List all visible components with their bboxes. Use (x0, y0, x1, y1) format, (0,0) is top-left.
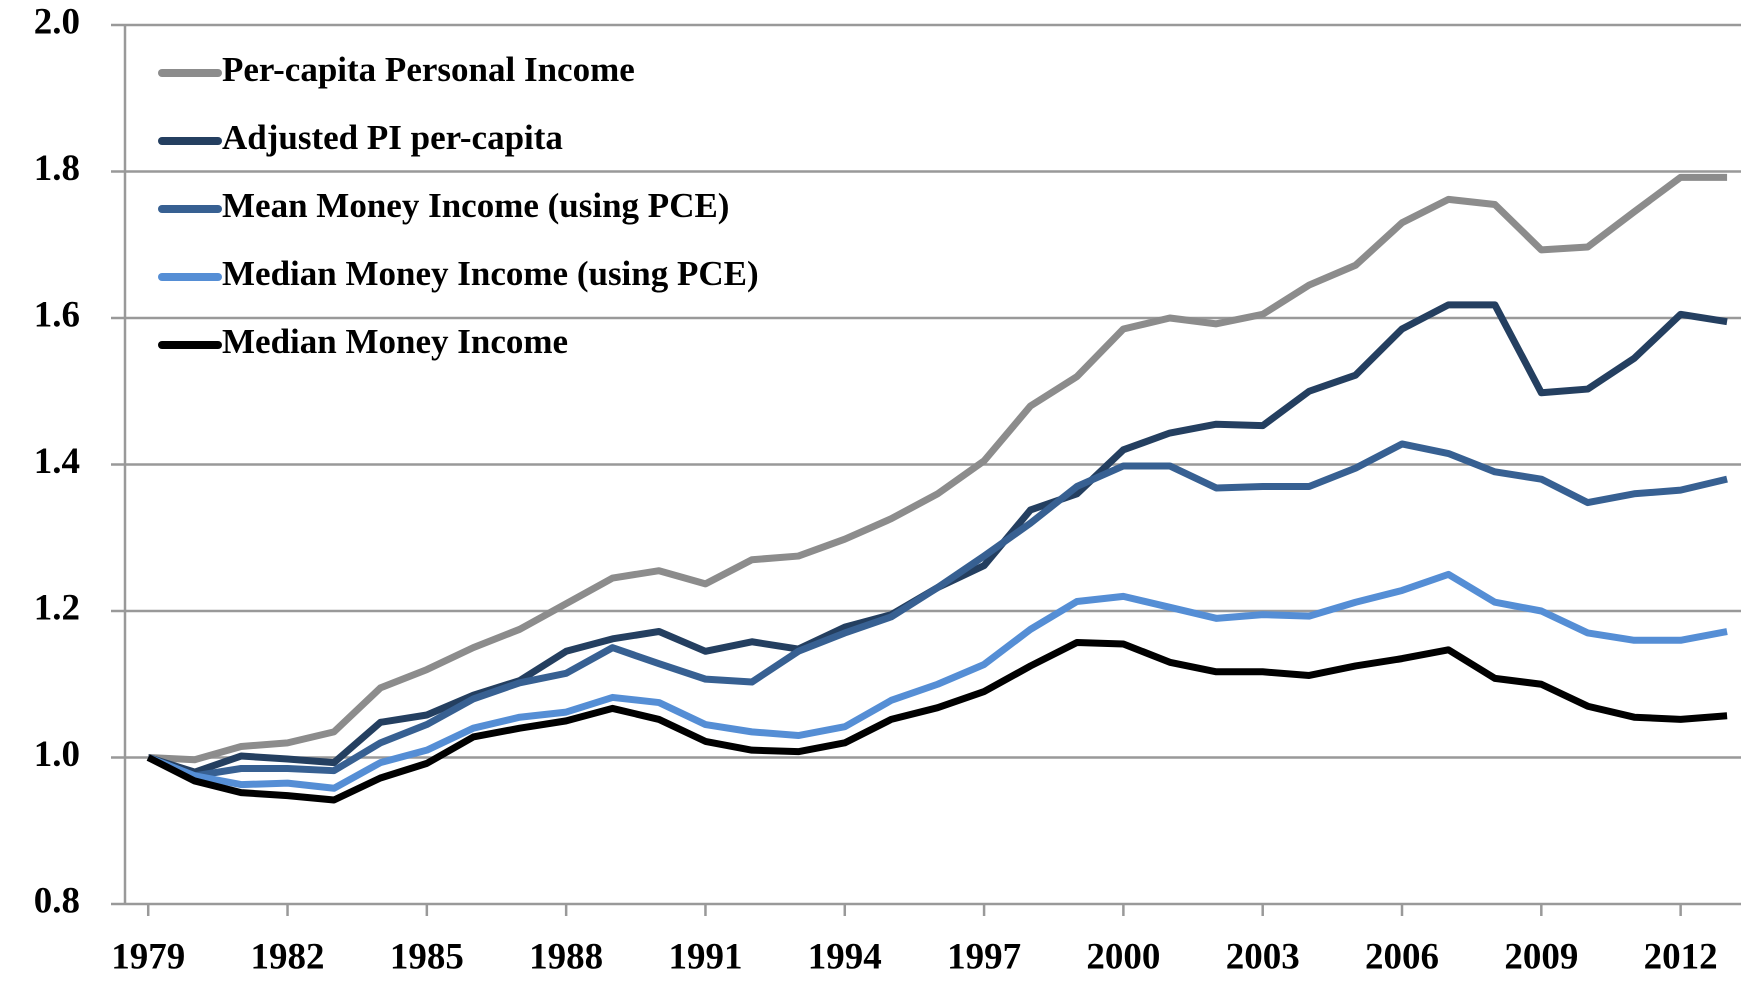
y-tick-label: 1.4 (34, 441, 80, 482)
legend-label: Per-capita Personal Income (222, 50, 635, 89)
series-line (146, 638, 1728, 804)
legend-label: Median Money Income (using PCE) (222, 254, 759, 293)
x-tick-label: 1988 (529, 936, 603, 977)
legend-label: Adjusted PI per-capita (222, 118, 563, 157)
legend-label: Mean Money Income (using PCE) (222, 186, 729, 225)
y-tick-label: 1.2 (34, 587, 80, 628)
y-tick-label: 0.8 (34, 880, 80, 921)
x-tick-label: 1991 (668, 936, 742, 977)
x-tick-label: 2003 (1226, 936, 1300, 977)
x-tick-label: 1997 (947, 936, 1021, 977)
x-tick-label: 1982 (251, 936, 325, 977)
y-tick-label: 1.6 (34, 294, 80, 335)
legend-label: Median Money Income (222, 322, 568, 361)
series-line (147, 301, 1728, 776)
x-tick-label: 2000 (1086, 936, 1160, 977)
x-tick-label: 1994 (808, 936, 882, 977)
series-line (146, 440, 1728, 780)
series-line (146, 570, 1728, 792)
x-tick-label: 2009 (1504, 936, 1578, 977)
x-tick-label: 1985 (390, 936, 464, 977)
y-tick-label: 1.8 (34, 148, 80, 189)
y-tick-label: 1.0 (34, 734, 80, 775)
x-tick-label: 2012 (1644, 936, 1718, 977)
y-tick-label: 2.0 (34, 1, 80, 42)
x-tick-label: 2006 (1365, 936, 1439, 977)
x-tick-label: 1979 (111, 936, 185, 977)
series-line (148, 173, 1728, 764)
